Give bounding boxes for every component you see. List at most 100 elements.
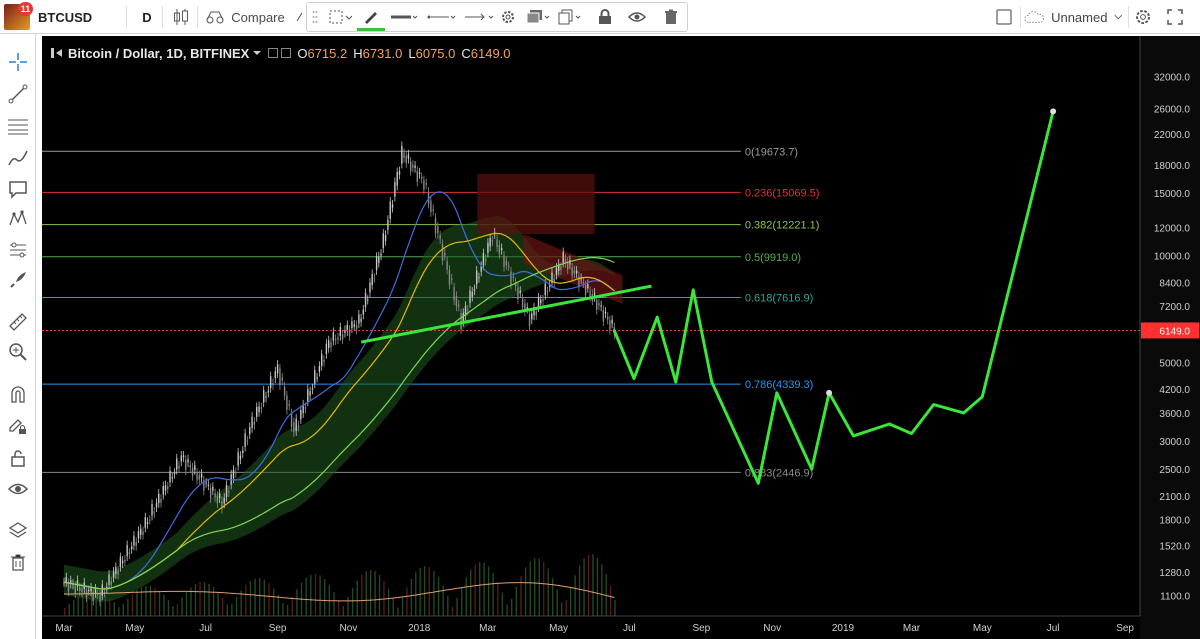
time-tick-label: Nov xyxy=(340,623,358,634)
candle-body xyxy=(505,260,508,266)
volume-bar xyxy=(333,592,335,616)
symbol-search-button[interactable]: BTCUSD xyxy=(38,9,93,25)
candle-body xyxy=(70,580,72,584)
candle-body xyxy=(384,234,387,241)
line-width-button[interactable] xyxy=(387,3,421,31)
chart-settings-button[interactable] xyxy=(1131,0,1155,34)
visibility-button[interactable] xyxy=(623,3,651,31)
volume-bar xyxy=(601,564,603,616)
fib-tool[interactable] xyxy=(4,114,32,138)
compare-button[interactable]: Compare xyxy=(200,0,290,34)
arrange-button[interactable] xyxy=(523,3,553,31)
indicator-icon xyxy=(296,12,303,22)
candle-body xyxy=(348,329,351,337)
price-chart[interactable]: 32000.0 26000.0 22000.0 18000.0 15000.0 12000… xyxy=(42,36,1200,639)
chart-type-button[interactable] xyxy=(168,0,194,34)
volume-bar xyxy=(217,591,219,616)
candle-body xyxy=(414,165,416,168)
volume-bar xyxy=(369,569,372,616)
measure-tool[interactable] xyxy=(4,310,32,334)
volume-bar xyxy=(447,595,449,616)
clone-button[interactable] xyxy=(555,3,585,31)
candle-body xyxy=(378,256,380,263)
pattern-tool[interactable] xyxy=(4,207,32,231)
candle-body xyxy=(489,238,491,247)
lock-drawings-button[interactable] xyxy=(4,446,32,470)
drag-handle-icon[interactable] xyxy=(309,3,321,31)
candle-body xyxy=(135,541,137,547)
volume-bar xyxy=(470,569,472,616)
brush-color-button[interactable] xyxy=(357,3,385,31)
volume-bar xyxy=(520,576,522,616)
candle-body xyxy=(169,470,171,483)
magnet-mode-button[interactable] xyxy=(4,382,32,406)
candle-body xyxy=(242,450,244,454)
candle-body xyxy=(469,290,471,304)
line-end-button[interactable] xyxy=(461,3,497,31)
candle-body xyxy=(537,297,540,308)
text-tool[interactable] xyxy=(4,177,32,201)
remove-drawings-button[interactable] xyxy=(4,550,32,574)
volume-bar xyxy=(510,598,513,616)
volume-bar xyxy=(181,597,183,616)
collapse-arrow-icon[interactable] xyxy=(50,47,64,59)
stay-in-drawing-button[interactable] xyxy=(4,414,32,438)
legend-settings[interactable] xyxy=(281,48,292,58)
support-trendline xyxy=(360,284,652,344)
chart-background xyxy=(42,36,1200,639)
candle-body xyxy=(453,287,455,301)
candle-body xyxy=(375,256,378,271)
candle-body xyxy=(302,404,304,414)
low-key: L xyxy=(408,45,416,61)
price-tick-label: 5000.0 xyxy=(1159,358,1190,369)
legend-toggle[interactable] xyxy=(268,48,279,58)
volume-bar xyxy=(286,604,289,616)
add-indicator-button[interactable] xyxy=(296,0,306,34)
current-price-marker xyxy=(1141,322,1199,339)
zoom-tool[interactable] xyxy=(4,340,32,364)
volume-bar xyxy=(534,558,536,616)
price-tick-label: 8400.0 xyxy=(1159,278,1190,289)
candle-body xyxy=(142,531,144,535)
candle-body xyxy=(394,182,396,197)
candle-body xyxy=(153,511,155,514)
hide-drawings-button[interactable] xyxy=(4,477,32,501)
chart-pane[interactable]: 32000.0 26000.0 22000.0 18000.0 15000.0 12000… xyxy=(42,36,1200,639)
candle-body xyxy=(309,391,311,396)
interval-button[interactable]: D xyxy=(142,9,152,25)
time-tick-label: Mar xyxy=(479,623,497,634)
lock-button[interactable] xyxy=(591,3,619,31)
volume-bar xyxy=(465,577,467,616)
candle-body xyxy=(155,502,158,508)
multi-chart-checkbox[interactable] xyxy=(992,0,1016,34)
icons-tool[interactable] xyxy=(4,268,32,292)
candle-body xyxy=(409,161,412,171)
save-layout-button[interactable]: Unnamed xyxy=(1024,0,1124,34)
candle-body xyxy=(182,455,185,458)
fullscreen-button[interactable] xyxy=(1162,0,1188,34)
delete-button[interactable] xyxy=(657,3,685,31)
line-style-button[interactable] xyxy=(423,3,459,31)
candle-body xyxy=(553,278,555,283)
candle-body xyxy=(260,407,263,409)
prediction-tool[interactable] xyxy=(4,238,32,262)
candle-body xyxy=(235,472,237,474)
candle-body xyxy=(176,458,178,470)
candle-body xyxy=(297,425,300,427)
candle-body xyxy=(604,311,607,314)
settings-button[interactable] xyxy=(495,3,521,31)
candle-body xyxy=(441,243,444,261)
volume-bar xyxy=(104,594,106,616)
caret-down-icon[interactable] xyxy=(252,49,262,57)
selection-tool-button[interactable] xyxy=(325,3,355,31)
time-tick-label: 2018 xyxy=(408,623,431,634)
symbol-title[interactable]: Bitcoin / Dollar, 1D, BITFINEX xyxy=(68,45,250,61)
object-tree-button[interactable] xyxy=(4,519,32,543)
candle-body xyxy=(600,305,602,307)
candle-body xyxy=(551,272,553,284)
candle-body xyxy=(258,406,260,413)
crosshair-tool[interactable] xyxy=(4,50,32,74)
trend-line-tool[interactable] xyxy=(4,82,32,106)
brush-tool[interactable] xyxy=(4,146,32,170)
unlock-icon xyxy=(11,450,25,467)
